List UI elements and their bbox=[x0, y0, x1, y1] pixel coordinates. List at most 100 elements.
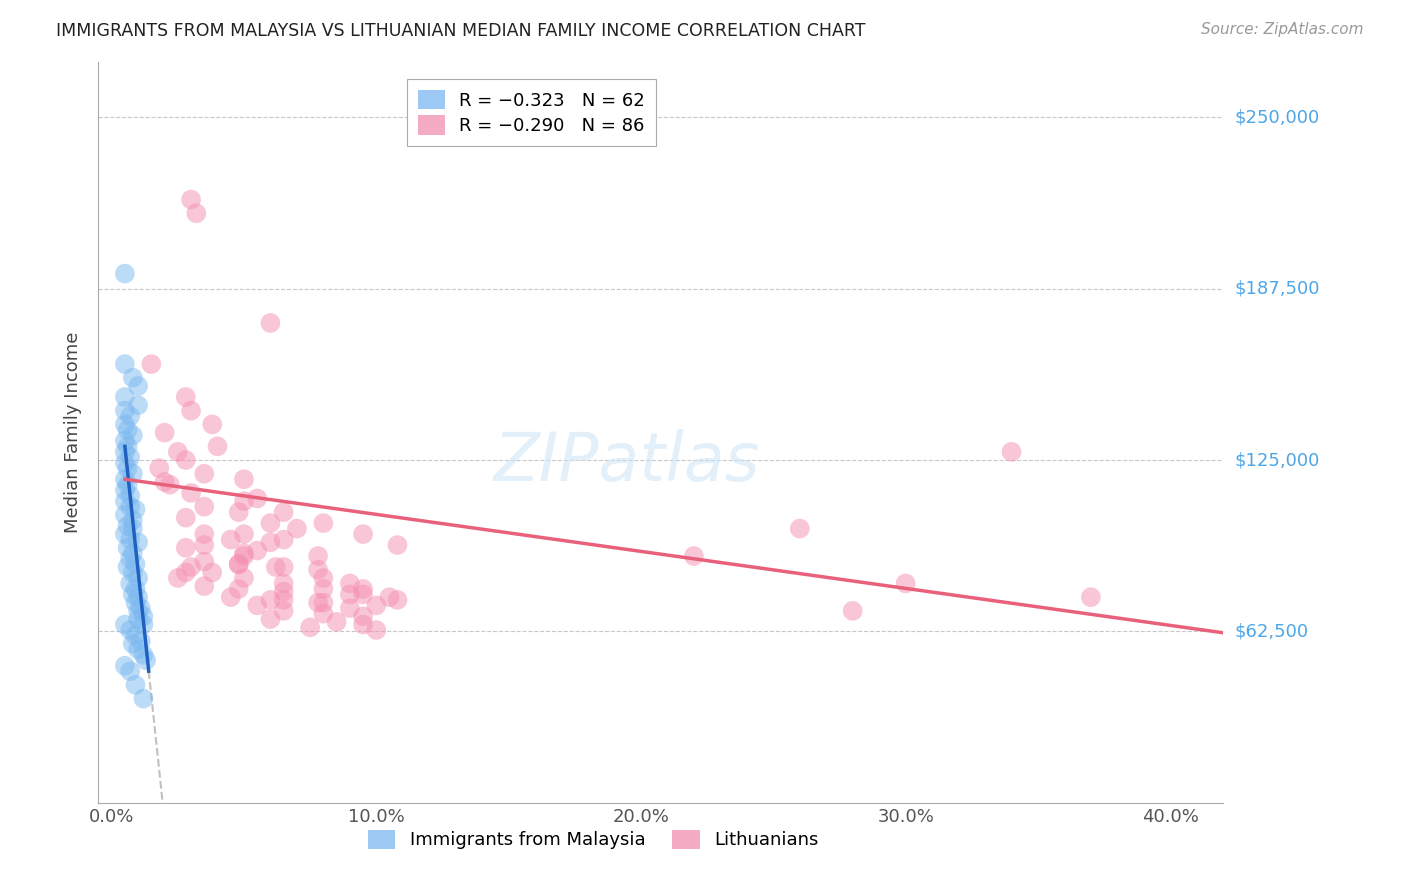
Point bbox=[228, 558, 250, 572]
Point bbox=[219, 533, 242, 547]
Point bbox=[132, 691, 155, 706]
Point bbox=[120, 500, 142, 514]
Point bbox=[121, 566, 143, 580]
Point bbox=[259, 593, 281, 607]
Text: IMMIGRANTS FROM MALAYSIA VS LITHUANIAN MEDIAN FAMILY INCOME CORRELATION CHART: IMMIGRANTS FROM MALAYSIA VS LITHUANIAN M… bbox=[56, 22, 866, 40]
Point bbox=[307, 563, 329, 577]
Point bbox=[132, 648, 155, 662]
Point bbox=[117, 541, 139, 555]
Point bbox=[312, 607, 335, 621]
Point bbox=[129, 634, 152, 648]
Point bbox=[121, 546, 143, 560]
Point bbox=[259, 535, 281, 549]
Point bbox=[124, 582, 146, 596]
Point bbox=[121, 428, 143, 442]
Point bbox=[120, 450, 142, 465]
Point bbox=[307, 596, 329, 610]
Point bbox=[117, 477, 139, 491]
Text: $62,500: $62,500 bbox=[1234, 623, 1309, 640]
Point bbox=[352, 617, 374, 632]
Point bbox=[117, 439, 139, 453]
Point bbox=[120, 489, 142, 503]
Text: ZIPatlas: ZIPatlas bbox=[494, 429, 761, 495]
Legend: Immigrants from Malaysia, Lithuanians: Immigrants from Malaysia, Lithuanians bbox=[361, 822, 825, 856]
Point bbox=[259, 516, 281, 530]
Point bbox=[127, 398, 149, 412]
Point bbox=[233, 494, 256, 508]
Point bbox=[180, 560, 202, 574]
Point bbox=[307, 549, 329, 563]
Point bbox=[246, 543, 269, 558]
Point bbox=[114, 483, 136, 498]
Point bbox=[228, 505, 250, 519]
Point bbox=[180, 403, 202, 417]
Point bbox=[114, 456, 136, 470]
Point bbox=[124, 678, 146, 692]
Point bbox=[387, 538, 409, 552]
Point bbox=[193, 500, 215, 514]
Point bbox=[233, 549, 256, 563]
Point bbox=[132, 617, 155, 632]
Point bbox=[228, 582, 250, 596]
Point bbox=[148, 461, 170, 475]
Text: $187,500: $187,500 bbox=[1234, 280, 1320, 298]
Point bbox=[114, 417, 136, 432]
Point bbox=[273, 604, 295, 618]
Point bbox=[273, 560, 295, 574]
Point bbox=[166, 445, 188, 459]
Point bbox=[352, 609, 374, 624]
Point bbox=[683, 549, 706, 563]
Point bbox=[114, 434, 136, 448]
Point bbox=[166, 571, 188, 585]
Point bbox=[378, 590, 401, 604]
Point bbox=[841, 604, 863, 618]
Point bbox=[259, 316, 281, 330]
Point bbox=[117, 560, 139, 574]
Point bbox=[325, 615, 347, 629]
Point bbox=[127, 535, 149, 549]
Point bbox=[114, 267, 136, 281]
Point bbox=[233, 546, 256, 560]
Point bbox=[273, 533, 295, 547]
Point bbox=[174, 453, 197, 467]
Point bbox=[339, 601, 361, 615]
Point bbox=[114, 508, 136, 522]
Point bbox=[1080, 590, 1102, 604]
Point bbox=[193, 579, 215, 593]
Point bbox=[117, 519, 139, 533]
Point bbox=[121, 371, 143, 385]
Text: $125,000: $125,000 bbox=[1234, 451, 1320, 469]
Point bbox=[299, 620, 322, 634]
Point bbox=[114, 617, 136, 632]
Point bbox=[121, 513, 143, 527]
Point bbox=[120, 623, 142, 637]
Point bbox=[1000, 445, 1022, 459]
Point bbox=[233, 527, 256, 541]
Point bbox=[207, 439, 229, 453]
Point bbox=[141, 357, 163, 371]
Point bbox=[174, 566, 197, 580]
Point bbox=[193, 538, 215, 552]
Point bbox=[124, 596, 146, 610]
Point bbox=[186, 206, 208, 220]
Point bbox=[120, 664, 142, 678]
Point bbox=[180, 486, 202, 500]
Point bbox=[366, 599, 388, 613]
Point bbox=[120, 409, 142, 424]
Point bbox=[124, 628, 146, 642]
Point bbox=[114, 658, 136, 673]
Point bbox=[129, 601, 152, 615]
Point bbox=[117, 423, 139, 437]
Point bbox=[233, 571, 256, 585]
Point bbox=[312, 582, 335, 596]
Point bbox=[352, 587, 374, 601]
Point bbox=[174, 541, 197, 555]
Point bbox=[180, 193, 202, 207]
Text: Source: ZipAtlas.com: Source: ZipAtlas.com bbox=[1201, 22, 1364, 37]
Point bbox=[121, 467, 143, 481]
Point bbox=[127, 612, 149, 626]
Point bbox=[114, 403, 136, 417]
Point bbox=[114, 445, 136, 459]
Point bbox=[387, 593, 409, 607]
Point bbox=[127, 379, 149, 393]
